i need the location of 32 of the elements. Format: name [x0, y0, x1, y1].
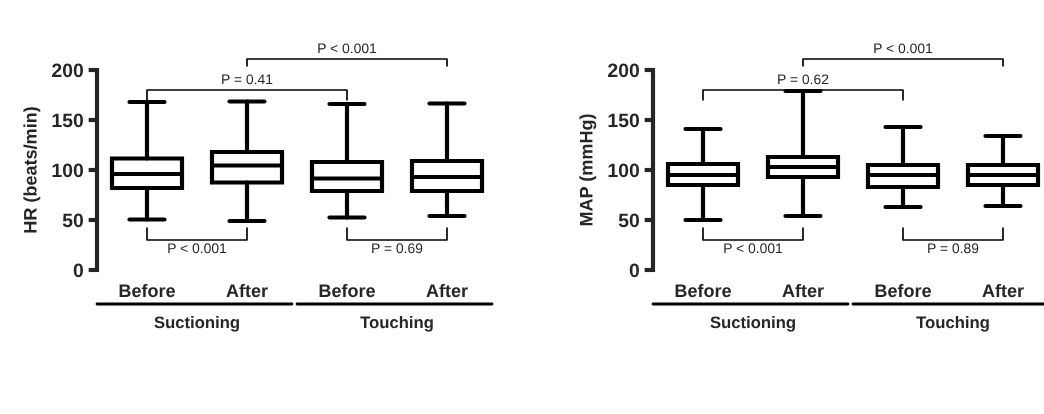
- y-tick-label: 200: [52, 63, 84, 78]
- x-tick-label: Before: [875, 283, 931, 298]
- y-tick-label: 50: [618, 213, 640, 228]
- annotation: P < 0.001: [724, 243, 783, 254]
- x-tick-label: Before: [675, 283, 731, 298]
- y-tick-label: 50: [62, 213, 84, 228]
- y-axis-title: HR (beats/min): [23, 107, 41, 233]
- annotation: P = 0.89: [928, 243, 979, 254]
- y-tick-label: 150: [608, 113, 640, 128]
- text: Touching: [360, 316, 433, 332]
- text: Touching: [916, 316, 989, 332]
- x-tick-label: After: [982, 283, 1024, 298]
- y-tick-label: 150: [52, 113, 84, 128]
- annotation: P = 0.69: [372, 243, 423, 254]
- annotation: P = 0.41: [222, 74, 273, 85]
- annotation: P < 0.001: [168, 243, 227, 254]
- y-tick-label: 0: [73, 263, 84, 278]
- y-tick-label: 100: [52, 163, 84, 178]
- y-axis-title: MAP (mmHg): [579, 114, 597, 226]
- x-tick-label: After: [426, 283, 468, 298]
- x-tick-label: Before: [119, 283, 175, 298]
- text: Suctioning: [710, 316, 795, 332]
- x-tick-label: After: [226, 283, 268, 298]
- x-tick-label: After: [782, 283, 824, 298]
- y-tick-label: 100: [608, 163, 640, 178]
- text: P < 0.001: [318, 43, 377, 54]
- annotation: P = 0.62: [778, 74, 829, 85]
- y-tick-label: 200: [608, 63, 640, 78]
- y-tick-label: 0: [629, 263, 640, 278]
- text: Suctioning: [154, 316, 239, 332]
- text: P < 0.001: [874, 43, 933, 54]
- x-tick-label: Before: [319, 283, 375, 298]
